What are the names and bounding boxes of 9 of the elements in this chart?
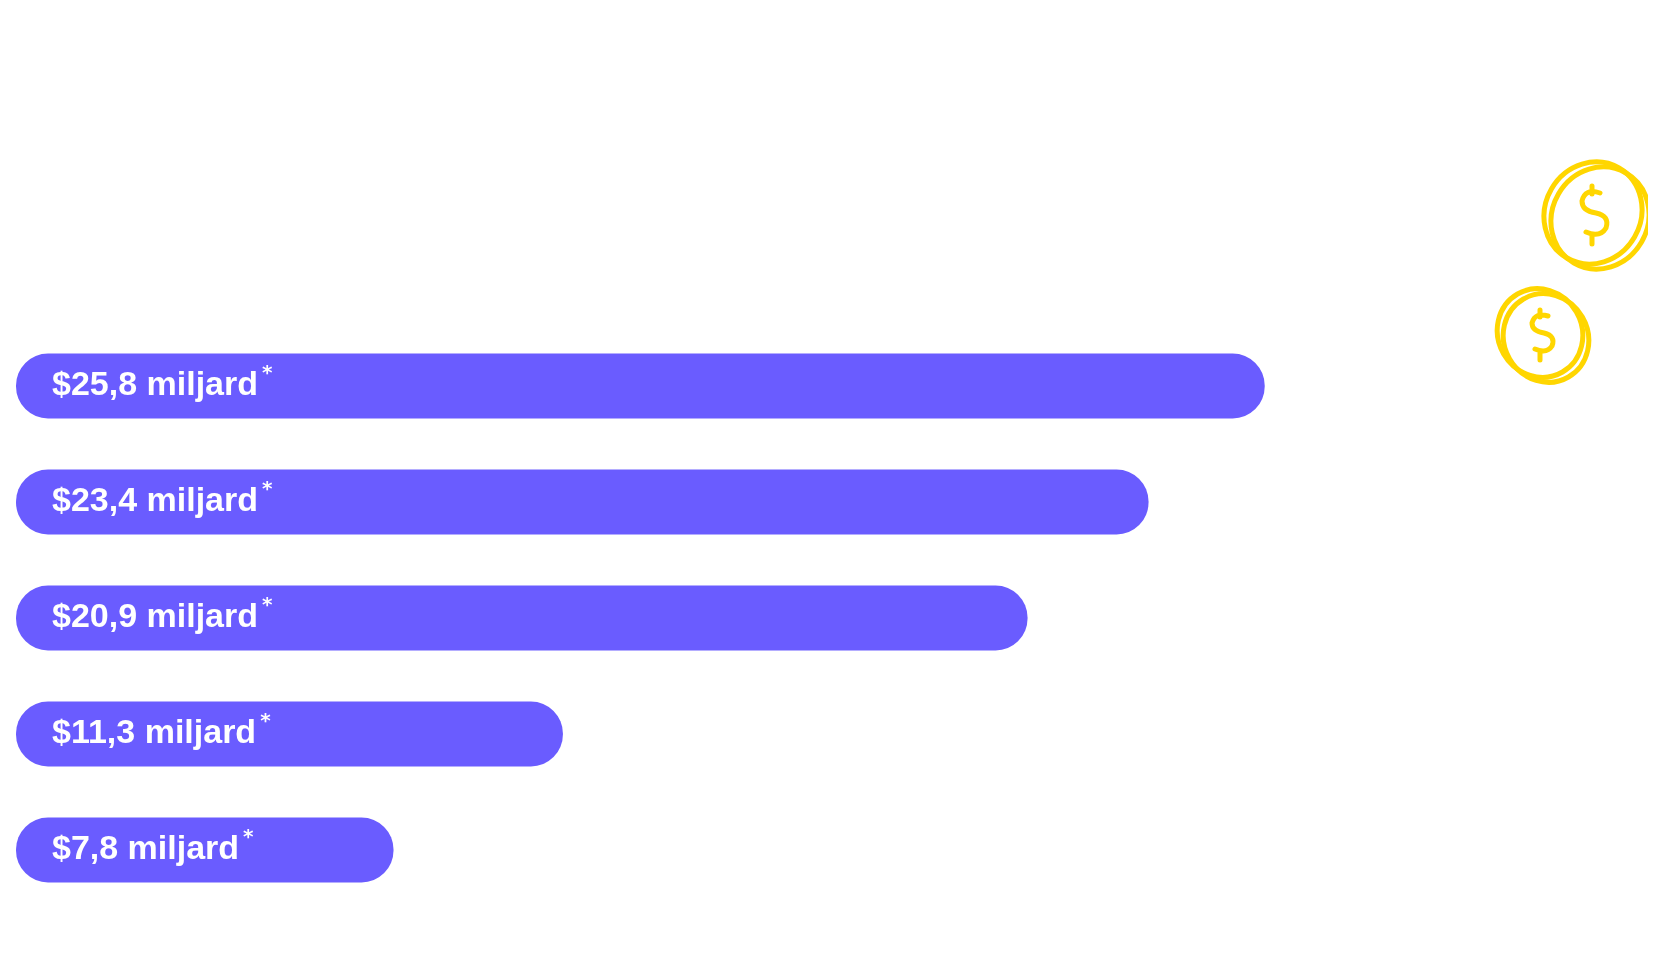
data-label: $23,4 miljard* xyxy=(52,476,274,519)
data-label: $7,8 miljard* xyxy=(52,824,255,867)
bar xyxy=(16,469,1149,535)
data-label: $11,3 miljard* xyxy=(52,708,272,751)
data-label: $25,8 miljard* xyxy=(52,360,274,403)
bar xyxy=(16,585,1028,651)
bar xyxy=(16,701,563,767)
bar xyxy=(16,353,1265,419)
data-label: $20,9 miljard* xyxy=(52,592,274,635)
